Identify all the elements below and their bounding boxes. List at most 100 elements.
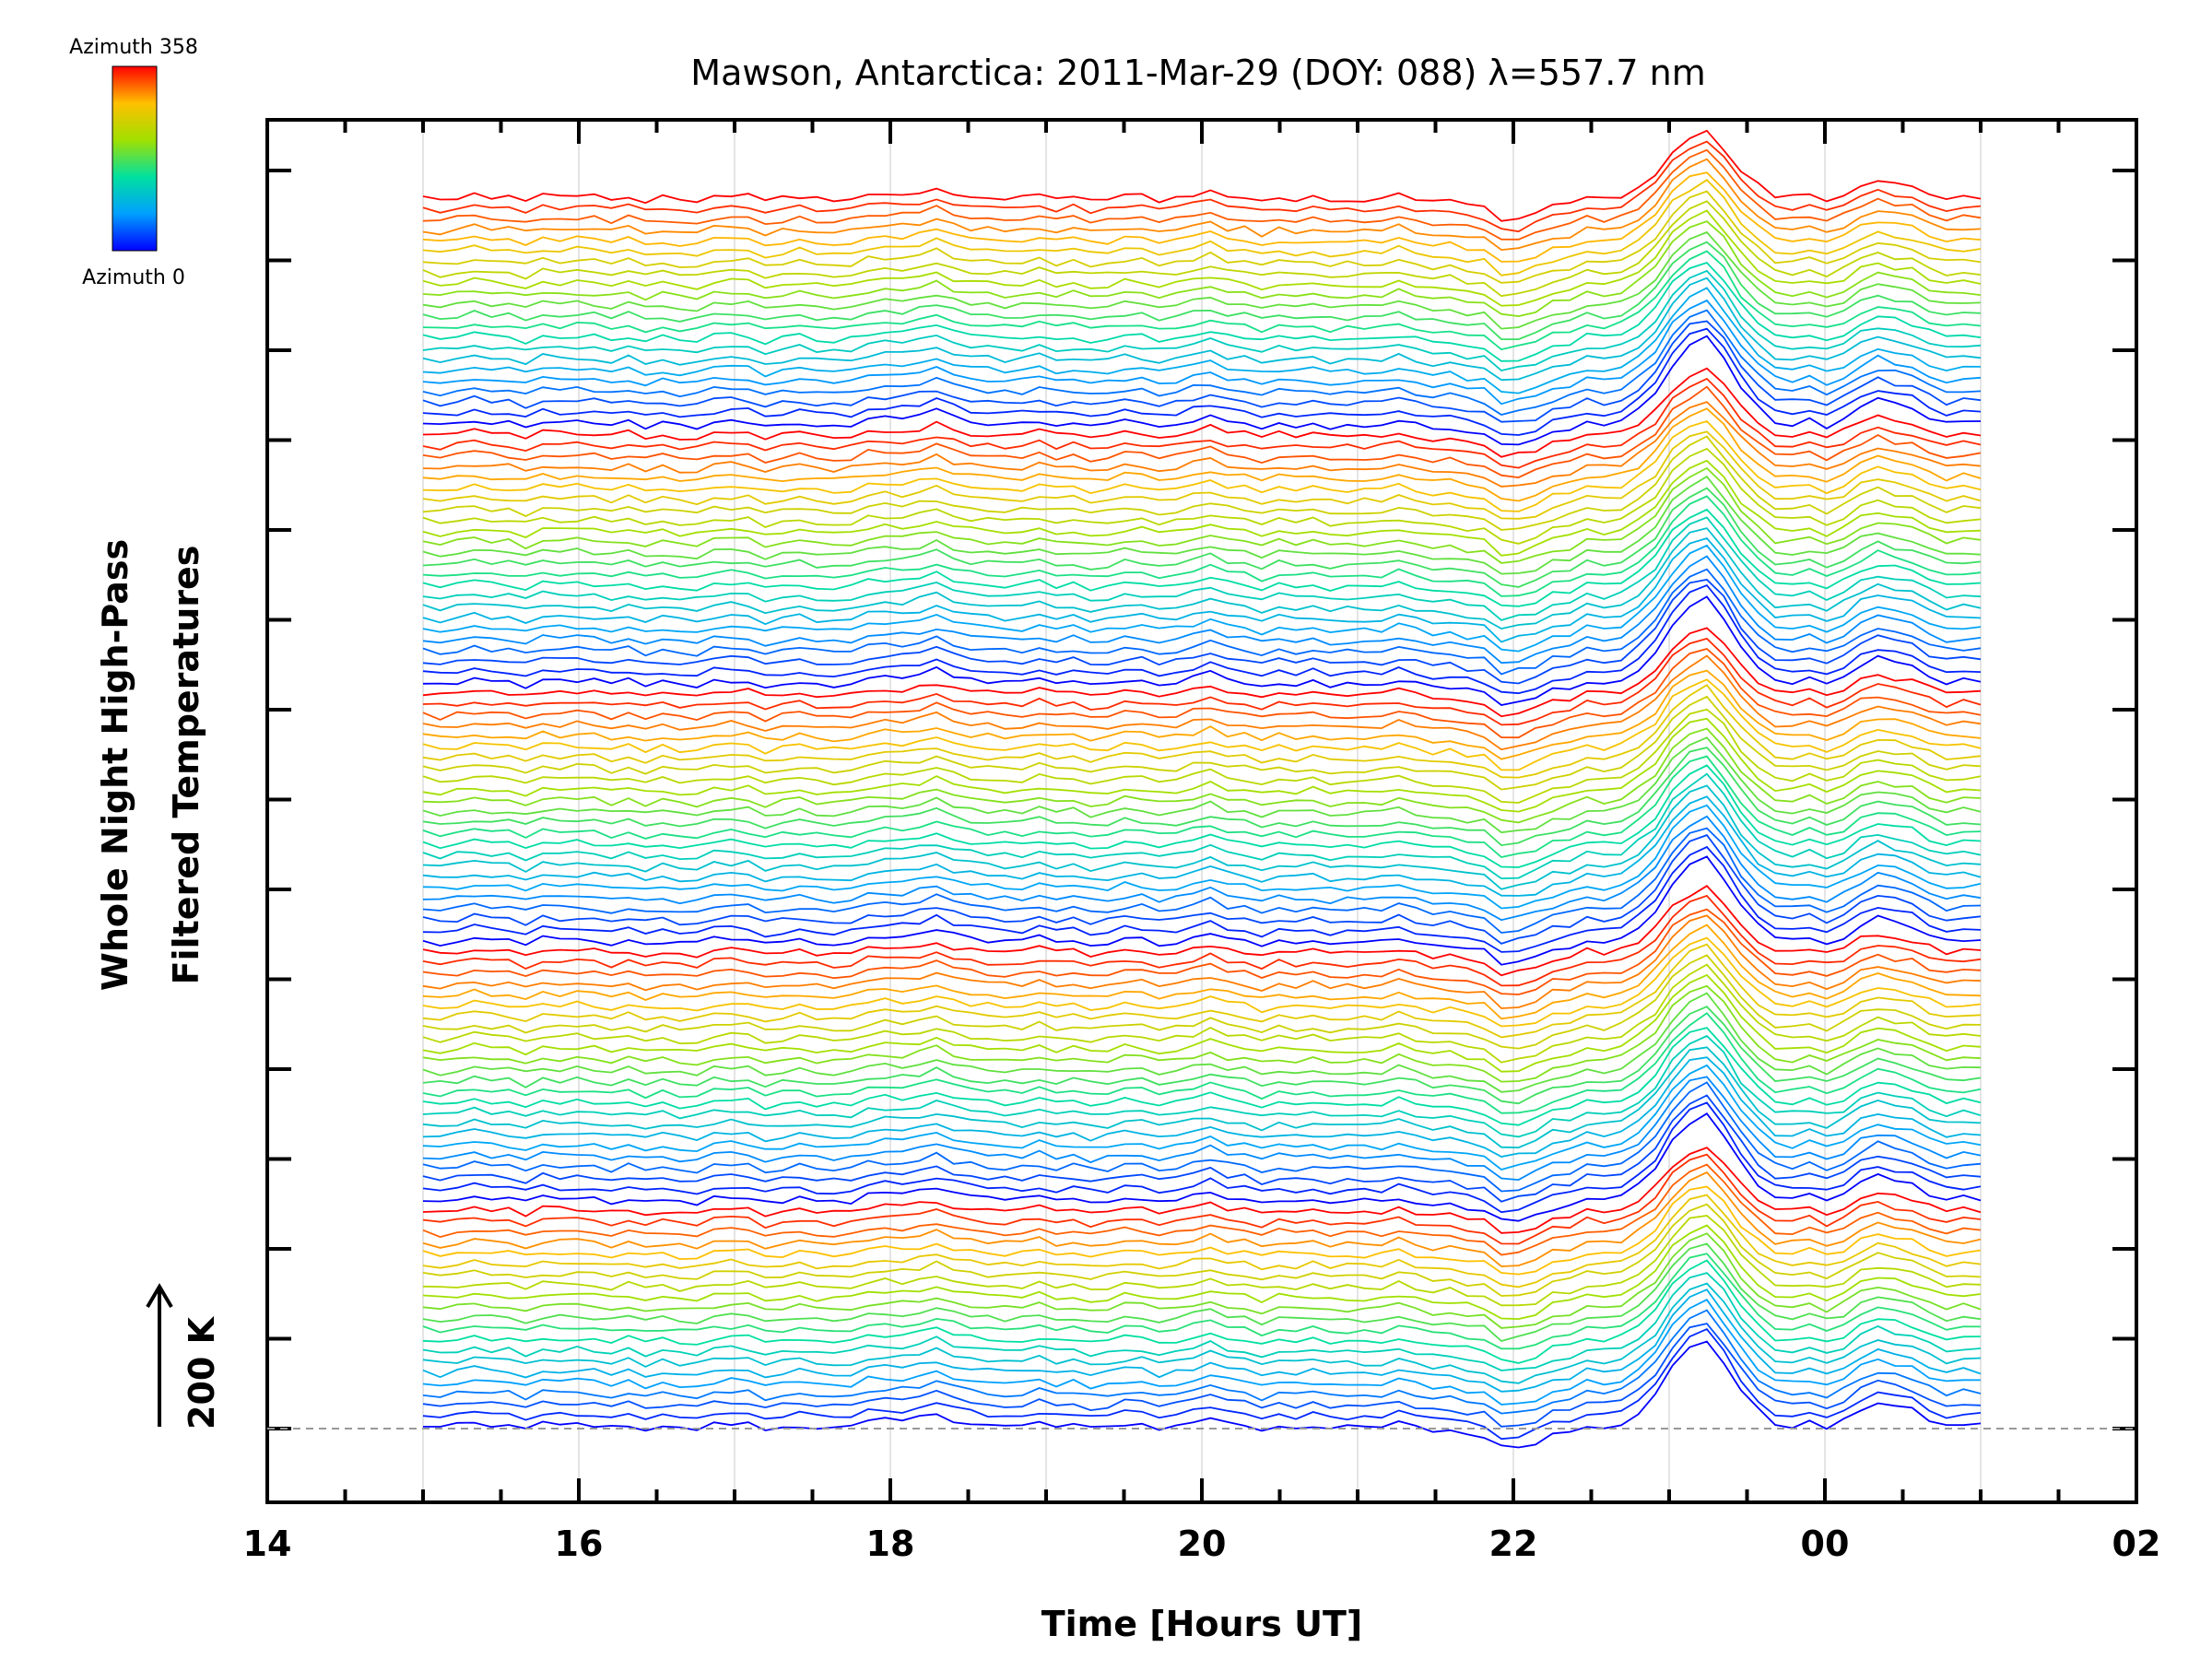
series-line xyxy=(422,963,1982,1064)
series-line xyxy=(422,1012,1982,1114)
series-line xyxy=(422,536,1982,643)
x-tick-label: 00 xyxy=(1801,1524,1850,1564)
series-line xyxy=(422,1224,1982,1321)
series-line xyxy=(422,129,1982,222)
series-line xyxy=(422,568,1982,676)
series-line xyxy=(422,1101,1982,1214)
series-line xyxy=(422,1027,1982,1126)
series-line xyxy=(422,407,1982,502)
series-line xyxy=(422,654,1982,751)
series-line xyxy=(422,954,1982,1050)
series-line xyxy=(422,1259,1982,1364)
series-line xyxy=(422,220,1982,318)
series-line xyxy=(422,924,1982,1020)
series-line xyxy=(422,708,1982,804)
series-line xyxy=(422,1253,1982,1350)
series-line xyxy=(422,678,1982,771)
series-line xyxy=(422,1153,1982,1245)
series-line xyxy=(422,943,1982,1039)
series-line xyxy=(422,727,1982,824)
series-line xyxy=(422,158,1982,252)
series-line xyxy=(422,250,1982,351)
series-line xyxy=(422,1272,1982,1371)
series-line xyxy=(422,527,1982,630)
series-line xyxy=(422,1203,1982,1297)
series-line xyxy=(422,834,1982,945)
series-line xyxy=(422,1327,1982,1441)
series-line xyxy=(422,544,1982,653)
series-line xyxy=(422,1147,1982,1234)
series-line xyxy=(422,435,1982,531)
series-line xyxy=(422,209,1982,307)
series-line xyxy=(422,669,1982,760)
scale-label: 200 K xyxy=(182,1315,222,1430)
series-line xyxy=(422,171,1982,263)
series-line xyxy=(422,1215,1982,1307)
series-line xyxy=(422,827,1982,934)
series-line xyxy=(422,637,1982,726)
series-line xyxy=(422,936,1982,1028)
series-line xyxy=(422,684,1982,779)
x-tick-label: 18 xyxy=(866,1524,915,1564)
chart-title: Mawson, Antarctica: 2011-Mar-29 (DOY: 08… xyxy=(690,53,1705,93)
series-line xyxy=(422,1163,1982,1256)
series-line xyxy=(422,367,1982,458)
series-line xyxy=(422,1232,1982,1329)
series-line xyxy=(422,1185,1982,1276)
series-line xyxy=(422,795,1982,897)
series-line xyxy=(422,261,1982,362)
series-line xyxy=(422,804,1982,910)
series-line xyxy=(422,430,1982,520)
series-line xyxy=(422,584,1982,695)
series-line xyxy=(422,459,1982,557)
colorbar-top-label: Azimuth 358 xyxy=(69,36,198,59)
series-line xyxy=(422,230,1982,330)
series-line xyxy=(422,695,1982,791)
series-line xyxy=(422,747,1982,847)
series-line xyxy=(422,299,1982,406)
series-line xyxy=(422,516,1982,621)
series-line xyxy=(422,1299,1982,1406)
series-line xyxy=(422,276,1982,382)
series-line xyxy=(422,855,1982,966)
colorbar-bottom-label: Azimuth 0 xyxy=(82,266,185,289)
series-line xyxy=(422,1282,1982,1384)
azimuth-colorbar xyxy=(112,65,158,252)
series-line xyxy=(422,772,1982,880)
series-line xyxy=(422,973,1982,1073)
series-line xyxy=(422,984,1982,1083)
series-line xyxy=(422,287,1982,394)
x-tick-label: 02 xyxy=(2112,1524,2161,1564)
series-line xyxy=(422,1094,1982,1203)
series-line xyxy=(422,495,1982,597)
series-line xyxy=(422,447,1982,545)
series-line xyxy=(422,148,1982,241)
series-line xyxy=(422,1194,1982,1288)
series-line xyxy=(422,555,1982,665)
series-line xyxy=(422,885,1982,977)
series-line xyxy=(422,179,1982,276)
series-line xyxy=(422,241,1982,340)
series-line xyxy=(422,1288,1982,1393)
series-line xyxy=(422,578,1982,685)
series-line xyxy=(422,335,1982,446)
series-line xyxy=(422,1046,1982,1149)
series-line xyxy=(422,190,1982,284)
x-tick-label: 20 xyxy=(1178,1524,1227,1564)
series-line xyxy=(422,845,1982,953)
scale-arrow-head-icon xyxy=(146,1283,173,1309)
series-line xyxy=(422,755,1982,858)
series-line xyxy=(422,327,1982,436)
series-line xyxy=(422,894,1982,987)
series-line xyxy=(422,140,1982,233)
series-line xyxy=(422,595,1982,706)
series-line xyxy=(422,1171,1982,1267)
series-line xyxy=(422,1034,1982,1138)
series-line xyxy=(422,1242,1982,1342)
series-line xyxy=(422,200,1982,298)
series-line xyxy=(422,487,1982,588)
series-line xyxy=(422,648,1982,739)
y-axis-label-line2: Filtered Temperatures xyxy=(166,546,206,985)
x-tick-labels: 14 16 18 20 22 00 02 xyxy=(243,1524,2161,1564)
